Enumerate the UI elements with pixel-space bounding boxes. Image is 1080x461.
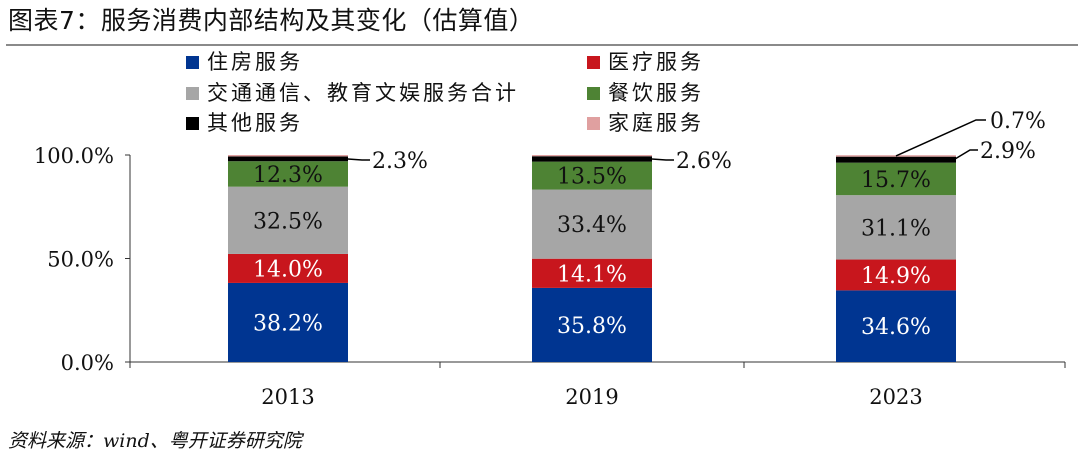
legend-label: 餐饮服务 [608, 81, 704, 105]
data-label: 14.1% [557, 262, 627, 287]
bar-segment-2013-2 [228, 186, 348, 254]
bar-segment-2019-5 [532, 155, 652, 157]
legend-label: 其他服务 [207, 111, 303, 135]
legend-swatch [186, 55, 199, 69]
data-label: 12.3% [253, 163, 323, 188]
chart-title: 图表7：服务消费内部结构及其变化（估算值） [8, 6, 535, 35]
legend-swatch [186, 86, 199, 100]
leader-line [953, 149, 978, 161]
bar-segment-2013-0 [228, 282, 348, 362]
bar-segment-2019-2 [532, 189, 652, 259]
bar-segment-2023-1 [836, 259, 956, 291]
leader-line [649, 158, 674, 161]
legend-label: 交通通信、教育文娱服务合计 [207, 81, 519, 105]
bar-segment-2023-3 [836, 162, 956, 196]
data-label: 2.9% [980, 139, 1036, 164]
bar-segment-2023-4 [836, 156, 956, 163]
data-label: 31.1% [861, 216, 931, 241]
bar-segment-2019-1 [532, 258, 652, 288]
leader-line [345, 158, 370, 161]
bar-segment-2023-2 [836, 195, 956, 260]
legend-swatch [587, 55, 600, 69]
y-tick-label: 100.0% [34, 144, 114, 168]
legend-swatch [587, 116, 600, 130]
x-tick-label: 2023 [869, 385, 922, 409]
x-tick-label: 2013 [261, 385, 314, 409]
data-label: 35.8% [557, 314, 627, 339]
legend-swatch [186, 116, 199, 130]
legend-item: 家庭服务 [587, 109, 704, 137]
data-label: 34.6% [861, 315, 931, 340]
bar-segment-2013-4 [228, 156, 348, 162]
data-label: 32.5% [253, 209, 323, 234]
x-tick-label: 2019 [565, 385, 618, 409]
bar-segment-2019-0 [532, 287, 652, 362]
data-label: 13.5% [557, 165, 627, 190]
bar-segment-2013-5 [228, 155, 348, 157]
data-label: 33.4% [557, 213, 627, 238]
data-label: 15.7% [861, 168, 931, 193]
data-label: 0.7% [990, 109, 1046, 134]
legend-item: 医疗服务 [587, 48, 704, 76]
legend-item: 住房服务 [186, 48, 303, 76]
data-label: 38.2% [253, 311, 323, 336]
legend-item: 交通通信、教育文娱服务合计 [186, 79, 519, 107]
legend-label: 家庭服务 [608, 111, 704, 135]
legend-item: 餐饮服务 [587, 79, 704, 107]
y-tick-label: 0.0% [61, 351, 114, 375]
leader-line [895, 119, 986, 157]
source-note: 资料来源：wind、粤开证券研究院 [8, 430, 302, 452]
data-label: 2.3% [372, 149, 428, 174]
data-label: 14.0% [253, 257, 323, 282]
data-label: 2.6% [676, 149, 732, 174]
legend-item: 其他服务 [186, 109, 303, 137]
bar-segment-2013-3 [228, 161, 348, 187]
title-divider [6, 44, 1078, 46]
legend-label: 住房服务 [207, 50, 303, 74]
legend-label: 医疗服务 [608, 50, 704, 74]
data-label: 14.9% [861, 264, 931, 289]
bar-segment-2019-3 [532, 161, 652, 190]
y-tick-label: 50.0% [47, 248, 114, 272]
bar-segment-2019-4 [532, 156, 652, 162]
bar-segment-2013-1 [228, 253, 348, 283]
bar-segment-2023-0 [836, 290, 956, 362]
legend-swatch [587, 86, 600, 100]
